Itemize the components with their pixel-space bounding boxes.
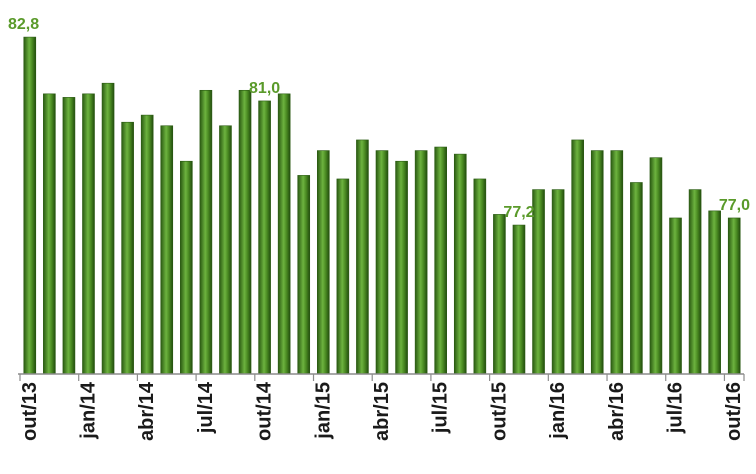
x-tick-label: jan/16: [547, 382, 569, 440]
bar-jan/15: [316, 150, 330, 375]
bar-out/15: [493, 214, 506, 375]
bar-nov/15: [512, 224, 526, 375]
bar-jun/15: [414, 150, 428, 375]
bar-ago/14: [219, 125, 232, 375]
x-axis-tick-labels: out/13 jan/14 abr/14 jul/14 out/14 jan/15 abr/…: [19, 381, 745, 441]
bar-out/13: [23, 36, 37, 375]
bar-ago/16: [688, 189, 702, 375]
data-label: 82,8: [8, 16, 39, 33]
data-label: 77,0: [719, 197, 750, 214]
bar-mai/16: [630, 182, 643, 375]
bar-nov/14: [277, 93, 291, 375]
x-tick-label: jul/16: [665, 382, 687, 434]
bar-ago/15: [453, 153, 467, 375]
x-tick-label: out/14: [254, 381, 276, 441]
bar-mar/16: [590, 150, 604, 375]
data-label: 81,0: [249, 80, 280, 97]
bars-group: [23, 36, 741, 375]
x-tick-label: out/15: [488, 382, 510, 441]
bar-abr/16: [610, 150, 624, 375]
data-label: 77,2: [503, 204, 534, 221]
bar-mar/15: [356, 139, 369, 375]
data-labels-group: 82,8 81,0 77,2 77,0: [8, 16, 750, 221]
x-tick-label: jul/14: [195, 381, 217, 434]
bar-abr/15: [375, 150, 389, 375]
x-tick-label: abr/16: [606, 382, 628, 441]
bar-out/14: [258, 100, 271, 375]
bar-jul/15: [434, 146, 448, 375]
bar-dez/13: [62, 97, 76, 375]
bar-fev/15: [336, 178, 350, 375]
bar-mai/14: [160, 125, 174, 375]
bar-mai/15: [395, 160, 408, 375]
x-tick-label: jan/15: [312, 382, 334, 440]
bar-set/16: [708, 210, 721, 375]
bar-jun/14: [180, 160, 193, 375]
bar-out/16: [727, 217, 741, 375]
x-tick-label: abr/15: [371, 382, 393, 441]
bar-mar/14: [121, 121, 134, 375]
bar-jul/16: [669, 217, 682, 375]
bar-abr/14: [140, 114, 154, 375]
bar-jul/14: [199, 89, 213, 375]
bar-fev/14: [101, 82, 115, 375]
bar-nov/13: [43, 93, 56, 375]
bar-jan/14: [82, 93, 95, 375]
bar-dez/14: [297, 175, 311, 375]
x-axis-ticks: [19, 374, 745, 381]
bar-set/15: [473, 178, 487, 375]
x-tick-label: out/16: [723, 382, 745, 441]
x-tick-label: out/13: [19, 382, 41, 441]
x-tick-label: jan/14: [78, 381, 100, 440]
bar-set/14: [238, 89, 252, 375]
bar-jun/16: [649, 157, 663, 375]
x-tick-label: jul/15: [430, 382, 452, 434]
bar-jan/16: [551, 189, 565, 375]
x-tick-label: abr/14: [136, 381, 158, 441]
bar-fev/16: [571, 139, 584, 375]
